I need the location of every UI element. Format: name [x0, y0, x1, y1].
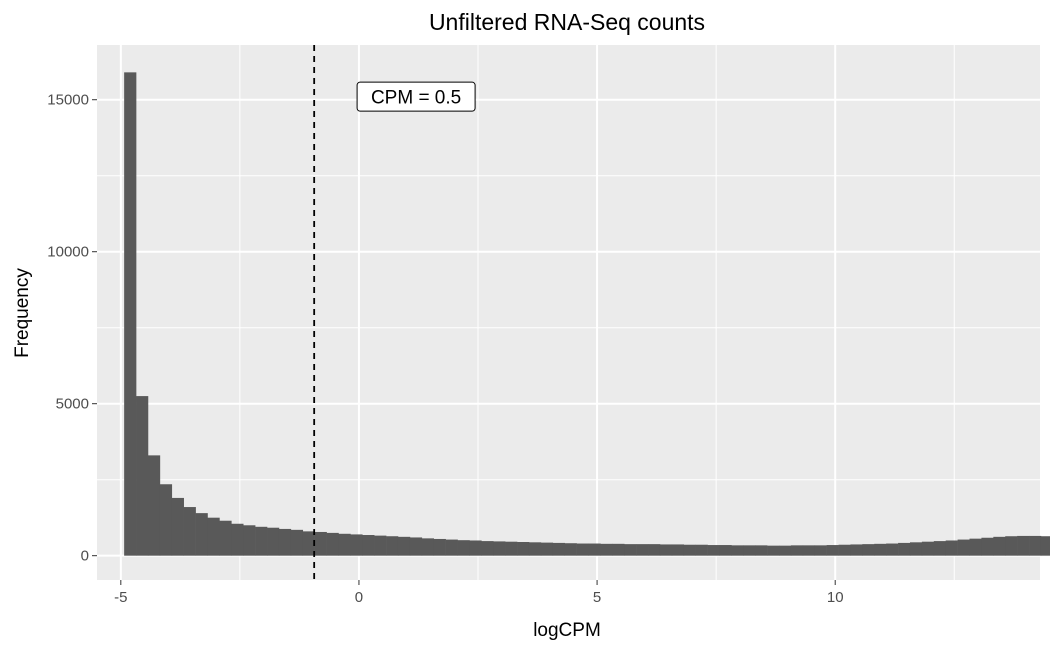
- histogram-bar: [898, 542, 911, 556]
- histogram-bar: [886, 543, 899, 556]
- histogram-bar: [267, 527, 280, 556]
- histogram-bar: [314, 531, 327, 556]
- histogram-bar: [362, 535, 375, 556]
- y-tick-label: 0: [81, 548, 89, 565]
- histogram-bar: [421, 538, 435, 556]
- histogram-bar: [767, 545, 780, 556]
- histogram-bar: [517, 542, 530, 556]
- histogram-bar: [386, 536, 399, 556]
- histogram-bar: [124, 72, 137, 556]
- histogram-bar: [302, 531, 315, 556]
- histogram-bar: [1005, 536, 1018, 556]
- histogram-bar: [540, 542, 554, 556]
- histogram-bar: [183, 507, 196, 556]
- histogram-bar: [921, 541, 935, 556]
- histogram-bar: [909, 542, 923, 556]
- histogram-bar: [802, 545, 816, 556]
- histogram-bar: [755, 545, 768, 556]
- histogram-bar: [981, 537, 994, 556]
- y-axis: 0 5000 10000 15000: [47, 92, 97, 565]
- histogram-bar: [350, 534, 363, 556]
- y-axis-title: Frequency: [12, 268, 33, 358]
- histogram-bar: [457, 540, 470, 556]
- histogram-bar: [957, 539, 970, 556]
- histogram-bar: [838, 544, 851, 556]
- histogram-bar: [195, 513, 208, 556]
- y-tick-label: 15000: [47, 92, 89, 109]
- histogram-bar: [779, 545, 792, 556]
- histogram-bar: [528, 542, 542, 556]
- histogram-bar: [993, 536, 1006, 556]
- histogram-bar: [576, 543, 589, 556]
- histogram-bar: [874, 543, 887, 556]
- histogram-bar: [243, 525, 256, 556]
- histogram-bar: [969, 538, 982, 556]
- annotation-label: CPM = 0.5: [371, 88, 461, 109]
- x-tick-label: 0: [355, 589, 363, 606]
- histogram-bar: [505, 541, 518, 556]
- histogram-bar: [433, 538, 446, 556]
- y-tick-label: 10000: [47, 244, 89, 261]
- histogram-bar: [171, 497, 184, 556]
- histogram-bar: [600, 543, 613, 556]
- histogram-bar: [397, 536, 411, 556]
- histogram-bar: [207, 517, 220, 556]
- histogram-bar: [862, 544, 875, 556]
- histogram-bar: [564, 543, 577, 556]
- histogram-bars: [124, 72, 1050, 556]
- histogram-bar: [731, 545, 744, 556]
- histogram-bar: [850, 544, 863, 556]
- histogram-bar: [278, 528, 292, 556]
- chart-title: Unfiltered RNA-Seq counts: [429, 9, 705, 35]
- x-axis-title: logCPM: [533, 620, 601, 641]
- x-tick-label: 10: [827, 589, 844, 606]
- histogram-bar: [493, 541, 506, 556]
- histogram-bar: [136, 396, 149, 556]
- histogram-bar: [671, 544, 685, 556]
- histogram-bar: [1040, 536, 1050, 556]
- histogram-bar: [326, 532, 339, 556]
- histogram-bar: [814, 545, 827, 556]
- histogram-bar: [719, 545, 732, 556]
- histogram-bar: [933, 541, 946, 556]
- histogram-bar: [588, 543, 601, 556]
- histogram-bar: [445, 539, 458, 556]
- histogram-bar: [612, 543, 625, 556]
- histogram-bar: [743, 545, 756, 556]
- histogram-bar: [290, 529, 304, 556]
- histogram-bar: [409, 537, 423, 556]
- histogram-bar: [481, 541, 494, 556]
- y-tick-label: 5000: [56, 396, 89, 413]
- histogram-bar: [790, 545, 804, 556]
- histogram-bar: [636, 544, 649, 556]
- histogram-bar: [683, 544, 696, 556]
- grid-minor: [97, 45, 1040, 580]
- histogram-bar: [707, 545, 720, 556]
- x-tick-label: -5: [114, 589, 127, 606]
- annotation-box: [356, 81, 476, 112]
- histogram-bar: [374, 535, 387, 556]
- histogram-bar: [624, 544, 637, 556]
- histogram-bar: [1029, 535, 1042, 556]
- x-axis: -5 0 5 10: [114, 580, 844, 606]
- histogram-bar: [695, 544, 708, 556]
- histogram-bar: [231, 523, 244, 556]
- histogram-bar: [1017, 535, 1030, 556]
- histogram-bar: [552, 542, 565, 556]
- histogram-bar: [659, 544, 673, 556]
- plot-panel: [97, 45, 1040, 580]
- histogram-bar: [648, 544, 661, 556]
- histogram-bar: [338, 533, 351, 556]
- histogram-bar: [147, 455, 161, 556]
- histogram-bar: [826, 545, 839, 556]
- histogram-bar: [159, 484, 173, 556]
- histogram-bar: [219, 520, 232, 556]
- histogram-bar: [945, 540, 958, 556]
- histogram-bar: [469, 540, 482, 556]
- x-tick-label: 5: [593, 589, 601, 606]
- histogram-bar: [255, 526, 268, 556]
